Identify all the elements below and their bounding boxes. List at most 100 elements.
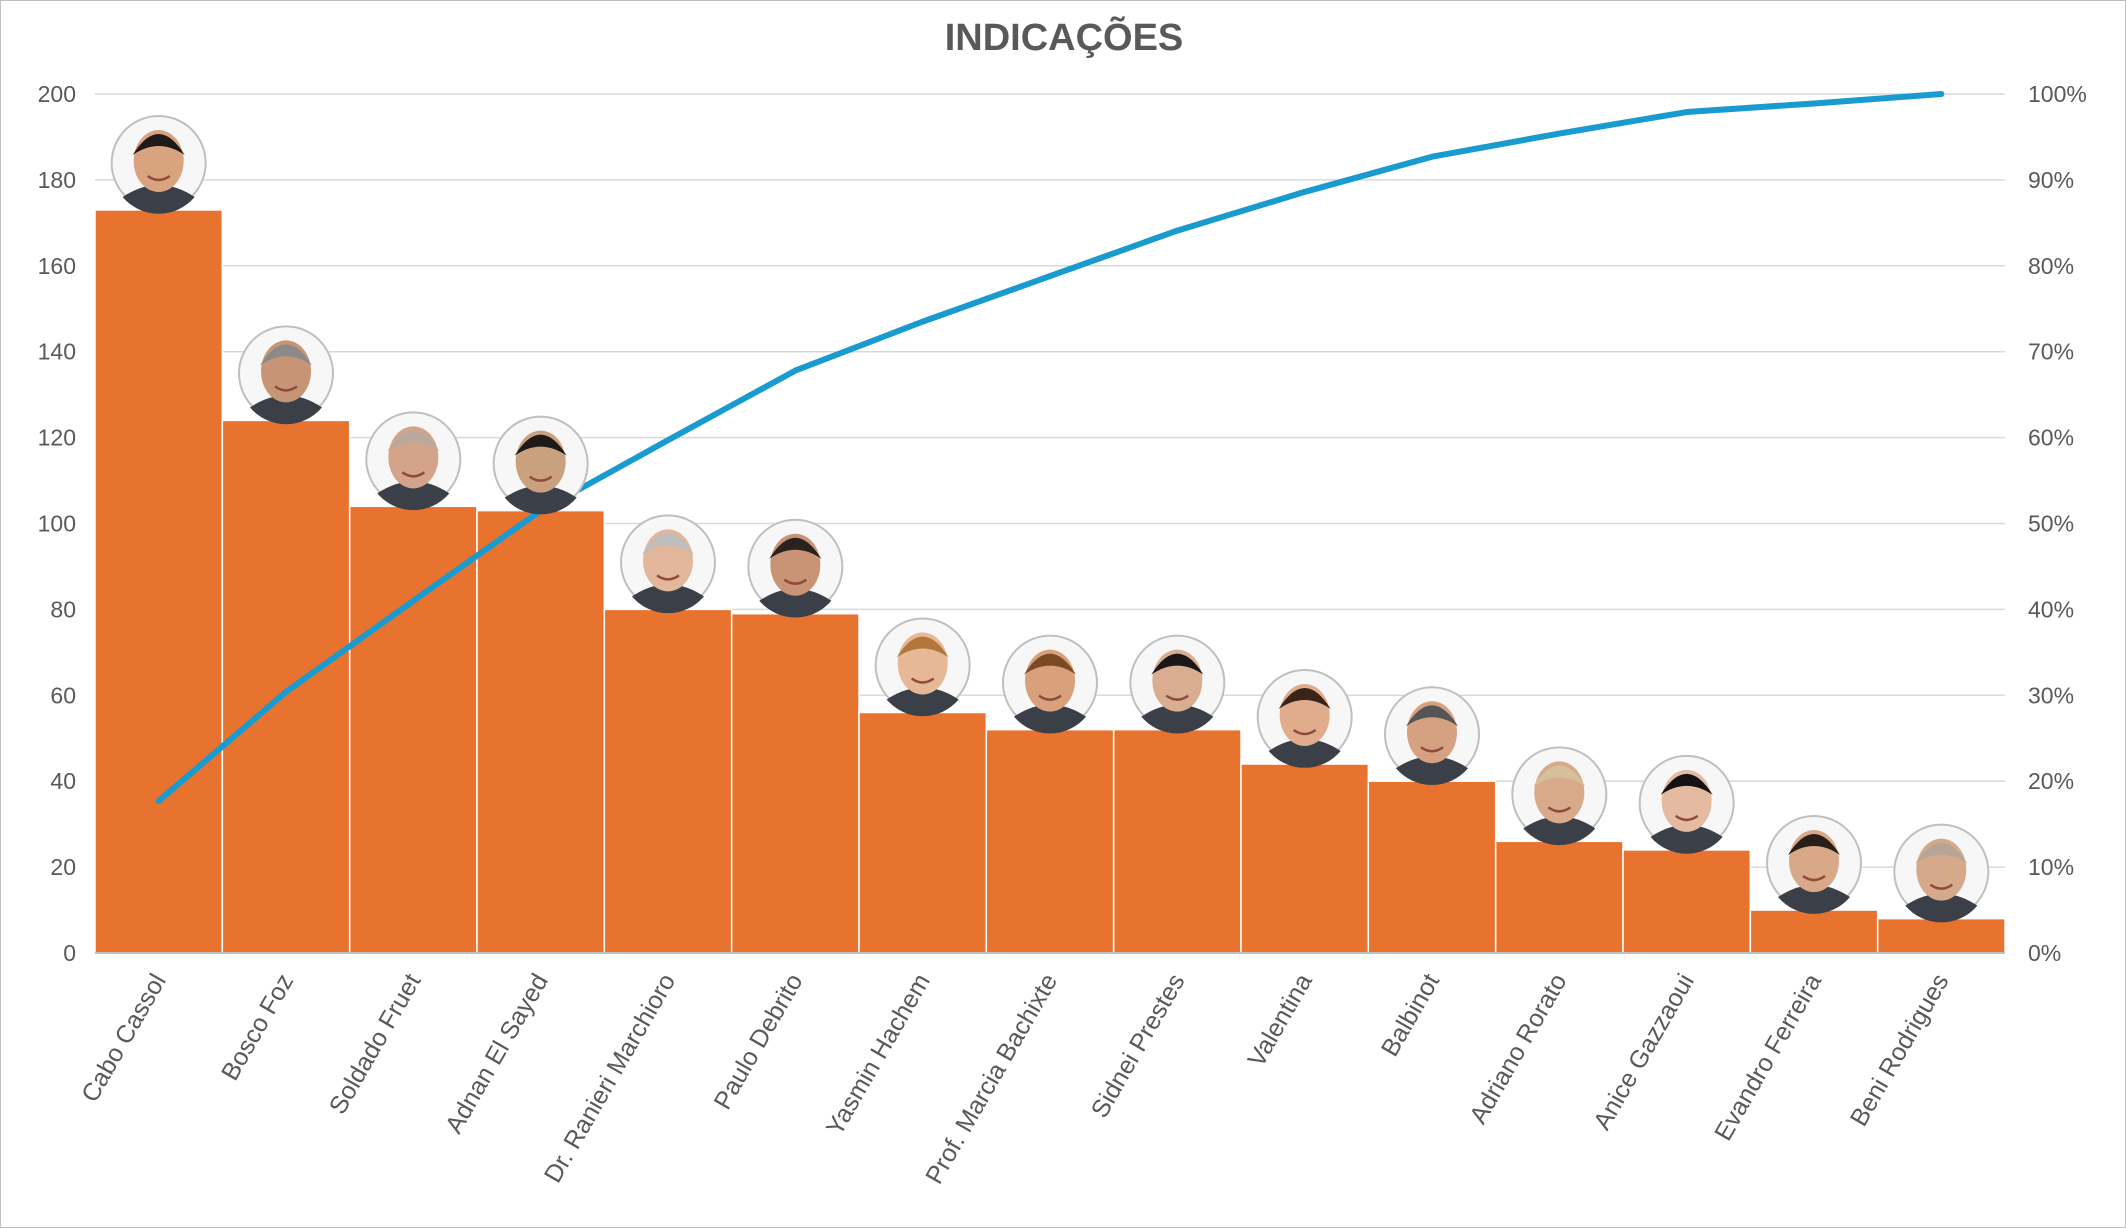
portrait-photo-icon (238, 325, 334, 425)
avatar-shoulders (632, 584, 704, 614)
avatar-shoulders (1523, 816, 1596, 846)
avatar-shoulders (1905, 893, 1978, 923)
y-tick-label: 120 (38, 425, 76, 451)
category-label: Dr. Ranieri Marchioro (539, 969, 681, 1188)
avatar-mouth (528, 475, 553, 482)
bar (476, 509, 606, 954)
avatar-mouth (1929, 883, 1954, 890)
avatar-hair (260, 344, 312, 366)
avatar-hair (1151, 653, 1204, 675)
avatar-hair (1406, 705, 1458, 727)
portrait-photo-icon (1638, 754, 1735, 854)
category-label: Paulo Debrito (709, 969, 809, 1114)
portrait-photo-icon (365, 411, 462, 511)
cumulative-percent-line (155, 91, 1945, 804)
avatar-shoulders (1268, 739, 1341, 768)
avatar-mouth (910, 677, 935, 684)
avatar-mouth (1674, 814, 1699, 822)
y2-tick-label: 0% (2028, 940, 2061, 966)
category-label: Evandro Ferreira (1709, 969, 1827, 1146)
avatar-mouth (146, 174, 171, 182)
bar (1876, 917, 2006, 954)
y-tick-label: 140 (38, 339, 76, 365)
category-label: Sidnei Prestes (1086, 969, 1191, 1123)
portrait-photo-icon (492, 415, 589, 515)
category-label: Anice Gazzaoui (1588, 969, 1700, 1135)
category-label: Valentina (1242, 969, 1317, 1072)
avatar-hair (769, 537, 822, 559)
avatar-hair (1278, 688, 1331, 710)
avatar-shoulders (122, 184, 195, 214)
category-label: Prof. Marcia Bachixte (920, 969, 1063, 1189)
y2-tick-label: 50% (2028, 511, 2074, 537)
avatar-mouth (401, 471, 426, 478)
portrait-photo-icon (1766, 815, 1862, 914)
category-label: Adnan El Sayed (440, 969, 554, 1138)
avatar-shoulders (886, 687, 959, 717)
y2-tick-label: 40% (2028, 596, 2074, 622)
avatar-shoulders (504, 485, 577, 515)
avatar-hair (1533, 765, 1586, 787)
y-tick-label: 80 (50, 596, 76, 622)
y-tick-label: 100 (38, 511, 76, 537)
y2-tick-label: 60% (2028, 425, 2074, 451)
y2-tick-label: 90% (2028, 167, 2074, 193)
portrait-photo-icon (874, 617, 971, 717)
bar (985, 728, 1115, 954)
portrait-photo-icon (1256, 669, 1353, 768)
bar (1494, 840, 1624, 954)
avatar-hair (1024, 653, 1076, 675)
avatar-mouth (1165, 694, 1190, 701)
y2-tick-label: 10% (2028, 854, 2074, 880)
bar (1367, 780, 1497, 954)
category-label: Cabo Cassol (76, 969, 172, 1107)
avatar-shoulders (250, 395, 322, 425)
category-label: Adriano Rorato (1464, 969, 1572, 1129)
avatar-mouth (1547, 806, 1572, 813)
y2-tick-label: 30% (2028, 682, 2074, 708)
avatar-mouth (1420, 746, 1444, 753)
bar (1622, 849, 1752, 954)
y2-tick-label: 80% (2028, 253, 2074, 279)
avatar-mouth (656, 574, 680, 581)
bar (1749, 909, 1879, 954)
bar (858, 711, 988, 954)
category-label: Yasmin Hachem (821, 969, 936, 1140)
y-tick-label: 60 (50, 682, 76, 708)
y2-tick-label: 70% (2028, 339, 2074, 365)
avatar-mouth (1292, 728, 1317, 736)
bar (1240, 763, 1370, 954)
portrait-photo-icon (747, 518, 844, 618)
portrait-photo-icon (1893, 823, 1990, 923)
bar (94, 209, 224, 954)
avatar-shoulders (759, 588, 832, 618)
avatar-shoulders (1141, 704, 1214, 734)
portrait-photo-icon (620, 514, 716, 614)
y2-tick-label: 100% (2028, 81, 2087, 107)
avatars (110, 114, 1990, 923)
y-tick-label: 20 (50, 854, 76, 880)
avatar-mouth (1802, 875, 1826, 882)
bar (730, 612, 860, 954)
y-tick-label: 200 (38, 81, 76, 107)
avatar-shoulders (377, 481, 450, 511)
avatar-mouth (783, 578, 808, 585)
portrait-photo-icon (1511, 746, 1608, 846)
avatar-shoulders (1396, 756, 1468, 785)
avatar-hair (1915, 842, 1968, 864)
y-tick-label: 180 (38, 167, 76, 193)
category-label: Beni Rodrigues (1845, 969, 1955, 1131)
avatar-hair (642, 533, 694, 555)
y2-tick-label: 20% (2028, 768, 2074, 794)
portrait-photo-icon (1002, 634, 1098, 734)
cumulative-line (155, 91, 1945, 804)
avatar-hair (1788, 834, 1840, 856)
avatar-mouth (274, 385, 298, 392)
avatar-shoulders (1650, 824, 1723, 854)
category-label: Soldado Fruet (324, 969, 427, 1119)
avatar-mouth (1038, 694, 1062, 701)
portrait-photo-icon (110, 114, 207, 214)
avatar-hair (387, 430, 440, 452)
chart-title: INDICAÇÕES (944, 17, 1184, 59)
bar (348, 505, 478, 954)
